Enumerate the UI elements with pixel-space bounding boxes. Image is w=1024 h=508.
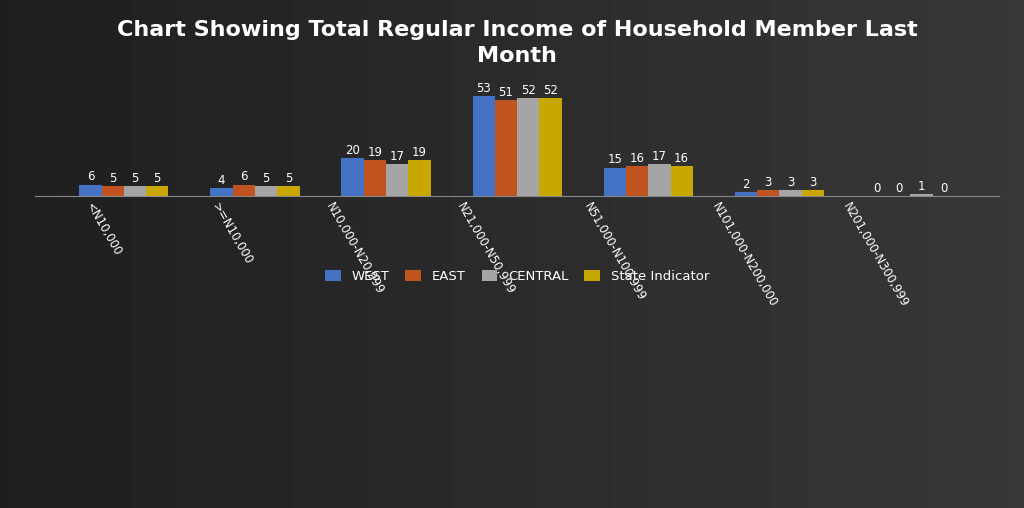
Text: 16: 16 [630, 151, 644, 165]
Bar [648, 164, 671, 196]
Text: 53: 53 [476, 82, 492, 95]
Text: 3: 3 [786, 176, 795, 189]
Bar [79, 184, 101, 196]
Bar [146, 186, 168, 196]
Bar [232, 184, 255, 196]
Text: 52: 52 [543, 84, 558, 97]
Text: 17: 17 [390, 150, 404, 163]
Bar [517, 98, 540, 196]
Text: 51: 51 [499, 86, 513, 99]
Text: 3: 3 [809, 176, 816, 189]
Bar [910, 194, 933, 196]
Legend: WEST, EAST, CENTRAL, State Indicator: WEST, EAST, CENTRAL, State Indicator [318, 263, 716, 289]
Bar [472, 96, 495, 196]
Bar [735, 192, 757, 196]
Bar [255, 186, 278, 196]
Text: 6: 6 [87, 170, 94, 183]
Text: 6: 6 [240, 170, 248, 183]
Text: 15: 15 [607, 153, 623, 167]
Bar [124, 186, 146, 196]
Bar [278, 186, 299, 196]
Text: 5: 5 [154, 172, 161, 185]
Text: 16: 16 [674, 151, 689, 165]
Text: 20: 20 [345, 144, 360, 157]
Text: 4: 4 [218, 174, 225, 187]
Bar [364, 160, 386, 196]
Text: 3: 3 [765, 176, 772, 189]
Bar [779, 190, 802, 196]
Bar [626, 166, 648, 196]
Text: 1: 1 [918, 180, 926, 193]
Bar [671, 166, 693, 196]
Bar [757, 190, 779, 196]
Text: 19: 19 [368, 146, 382, 159]
Bar [495, 100, 517, 196]
Text: 0: 0 [896, 182, 903, 195]
Text: 5: 5 [109, 172, 117, 185]
Bar [802, 190, 824, 196]
Bar [386, 164, 409, 196]
Text: 0: 0 [873, 182, 881, 195]
Text: 52: 52 [521, 84, 536, 97]
Title: Chart Showing Total Regular Income of Household Member Last
Month: Chart Showing Total Regular Income of Ho… [117, 20, 918, 67]
Bar [603, 168, 626, 196]
Text: 17: 17 [652, 150, 667, 163]
Text: 5: 5 [131, 172, 138, 185]
Text: 5: 5 [262, 172, 269, 185]
Text: 19: 19 [412, 146, 427, 159]
Bar [409, 160, 431, 196]
Bar [540, 98, 562, 196]
Bar [341, 158, 364, 196]
Bar [101, 186, 124, 196]
Text: 5: 5 [285, 172, 292, 185]
Bar [210, 188, 232, 196]
Text: 0: 0 [940, 182, 947, 195]
Text: 2: 2 [742, 178, 750, 191]
